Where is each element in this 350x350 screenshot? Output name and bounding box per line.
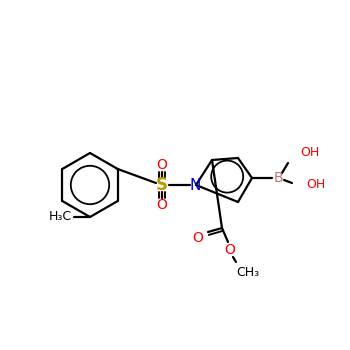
Text: CH₃: CH₃ bbox=[237, 266, 260, 280]
Text: N: N bbox=[189, 177, 201, 192]
Text: O: O bbox=[193, 231, 203, 245]
Text: H₃C: H₃C bbox=[48, 210, 71, 224]
Text: OH: OH bbox=[300, 146, 319, 159]
Text: OH: OH bbox=[306, 178, 325, 191]
Text: O: O bbox=[156, 158, 167, 172]
Text: B: B bbox=[273, 171, 283, 185]
Text: S: S bbox=[156, 176, 168, 194]
Text: O: O bbox=[156, 198, 167, 212]
Text: O: O bbox=[225, 243, 236, 257]
